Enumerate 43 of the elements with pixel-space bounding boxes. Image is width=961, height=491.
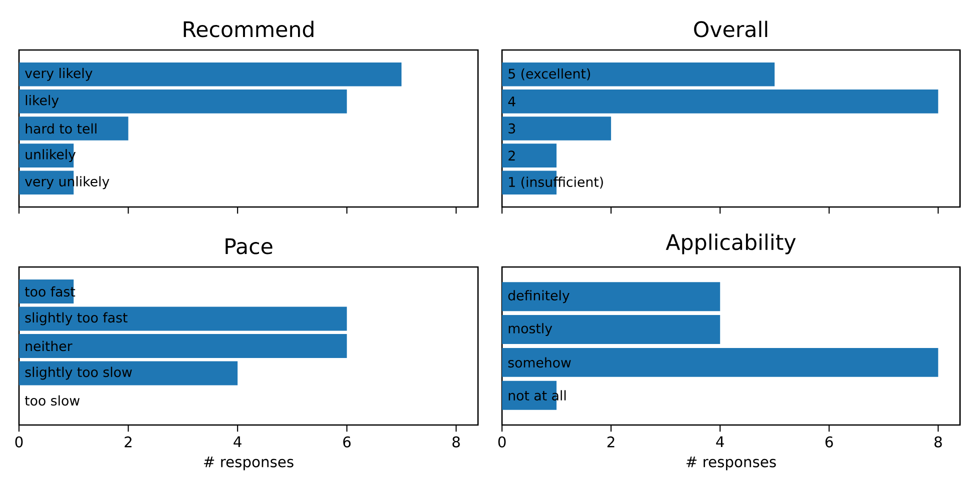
category-label: 5 (excellent) bbox=[508, 68, 590, 80]
x-axis-title: # responses bbox=[686, 456, 776, 470]
category-label: definitely bbox=[508, 290, 570, 304]
bar bbox=[502, 116, 612, 140]
x-tick-label: 0 bbox=[15, 436, 23, 448]
bar bbox=[19, 334, 347, 358]
bar bbox=[502, 62, 775, 86]
x-tick-label: 2 bbox=[607, 436, 614, 448]
chart-title: Overall bbox=[694, 20, 768, 38]
x-tick-label: 4 bbox=[234, 436, 242, 448]
category-label: 3 bbox=[508, 123, 516, 134]
category-label: slightly too fast bbox=[25, 312, 128, 326]
bar bbox=[19, 306, 347, 331]
x-tick-label: 6 bbox=[343, 436, 351, 448]
category-label: too slow bbox=[24, 395, 80, 406]
category-label: 2 bbox=[508, 150, 515, 161]
category-label: slightly too slow bbox=[25, 366, 132, 380]
x-tick-label: 4 bbox=[716, 436, 724, 448]
bar bbox=[502, 144, 557, 168]
x-tick-label: 2 bbox=[124, 436, 132, 448]
bar bbox=[502, 315, 720, 344]
category-label: mostly bbox=[508, 323, 552, 336]
bar bbox=[502, 348, 938, 377]
category-label: likely bbox=[26, 94, 59, 108]
category-label: very likely bbox=[25, 68, 92, 81]
x-axis-title: # responses bbox=[204, 456, 294, 470]
category-label: 4 bbox=[508, 96, 516, 106]
bar bbox=[19, 62, 402, 86]
x-tick-label: 0 bbox=[498, 436, 506, 448]
bar bbox=[502, 282, 720, 312]
category-label: hard to tell bbox=[26, 123, 96, 134]
bar bbox=[19, 90, 347, 114]
bar bbox=[502, 90, 938, 114]
chart-title: Pace bbox=[226, 238, 272, 254]
bar bbox=[19, 361, 238, 386]
x-tick-label: 8 bbox=[934, 436, 942, 448]
chart-title: Applicability bbox=[666, 234, 796, 254]
category-label: somehow bbox=[508, 357, 571, 368]
chart-title: Recommend bbox=[184, 20, 314, 38]
x-tick-label: 8 bbox=[452, 436, 460, 448]
x-tick-label: 6 bbox=[825, 436, 833, 448]
bar bbox=[19, 116, 128, 140]
category-label: neither bbox=[26, 340, 72, 352]
